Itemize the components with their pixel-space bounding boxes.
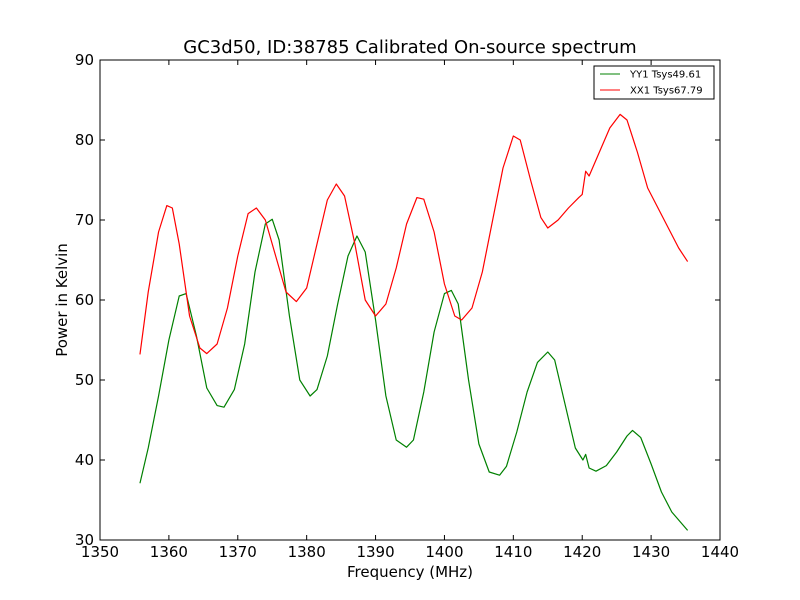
y-tick-label: 80 <box>75 131 94 149</box>
y-tick-label: 60 <box>75 291 94 309</box>
plot-frame <box>99 59 721 541</box>
y-tick-label: 40 <box>75 451 94 469</box>
legend: YY1 Tsys49.61 XX1 Tsys67.79 <box>593 65 715 100</box>
x-axis-label: Frequency (MHz) <box>347 563 473 581</box>
x-tick-label: 1400 <box>425 543 463 561</box>
legend-box <box>593 65 715 100</box>
x-tick-label: 1420 <box>563 543 601 561</box>
series-line-1 <box>139 113 689 355</box>
plot-area <box>100 60 720 540</box>
legend-label-xx1: XX1 Tsys67.79 <box>630 86 703 97</box>
x-tick-label: 1390 <box>356 543 394 561</box>
legend-label-yy1: YY1 Tsys49.61 <box>629 70 701 81</box>
tick-layer: 1350 1360 1370 1380 1390 1400 1410 1420 1430 1440… <box>75 51 739 561</box>
x-tick-label: 1360 <box>150 543 188 561</box>
x-tick-label: 1350 <box>81 543 119 561</box>
series-layer <box>139 113 689 531</box>
x-tick-label: 1380 <box>288 543 326 561</box>
x-tick-label: 1410 <box>494 543 532 561</box>
y-tick-label: 30 <box>75 531 94 549</box>
y-axis-label: Power in Kelvin <box>53 243 71 357</box>
chart-title: GC3d50, ID:38785 Calibrated On-source sp… <box>183 37 636 58</box>
x-tick-label: 1430 <box>632 543 670 561</box>
y-tick-label: 70 <box>75 211 94 229</box>
series-line-0 <box>139 218 689 531</box>
y-tick-label: 50 <box>75 371 94 389</box>
y-tick-label: 90 <box>75 51 94 69</box>
x-tick-label: 1440 <box>701 543 739 561</box>
x-tick-label: 1370 <box>219 543 257 561</box>
